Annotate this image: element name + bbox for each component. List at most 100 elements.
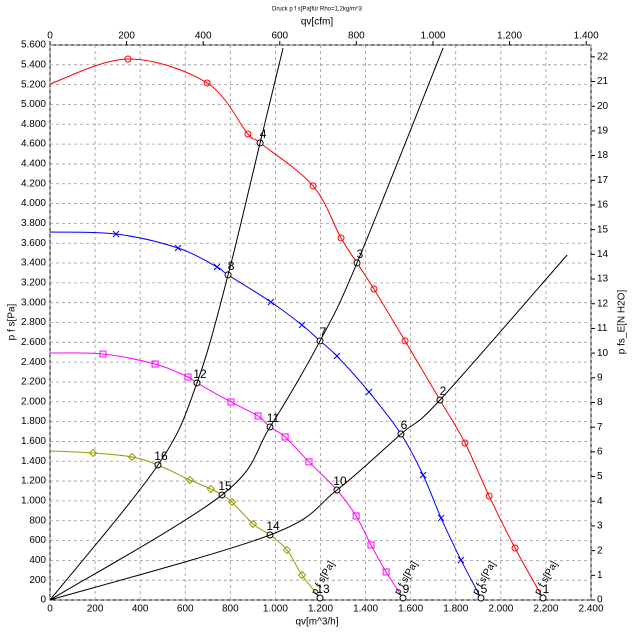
marker (437, 514, 445, 522)
y2-tick-label: 11 (597, 323, 608, 334)
y-tick-label: 1.800 (21, 416, 46, 427)
marker (99, 350, 107, 358)
y2-tick-label: 13 (597, 274, 609, 285)
x-tick-label: 800 (222, 604, 239, 615)
y2-tick-label: 12 (597, 298, 609, 309)
y2-tick-label: 0 (597, 595, 603, 606)
marker (227, 398, 235, 406)
x-axis-label: qv[m^3/h] (295, 617, 338, 628)
x2-tick-label: 1.200 (497, 31, 522, 42)
marker (227, 497, 237, 507)
series-line (49, 47, 444, 601)
y-tick-label: 3.200 (21, 277, 46, 288)
x2-tick-label: 200 (118, 31, 135, 42)
y2-tick-label: 9 (597, 372, 603, 383)
marker (401, 337, 409, 345)
marker (184, 373, 192, 381)
y-tick-label: 5.400 (21, 59, 46, 70)
x-tick-label: 1.600 (398, 604, 423, 615)
y-tick-label: 4.400 (21, 159, 46, 170)
y2-tick-label: 3 (597, 521, 603, 532)
x-tick-label: 1.000 (263, 604, 288, 615)
y-axis-label: p f s[Pa] (7, 303, 18, 340)
marker (206, 484, 216, 494)
operating-point-label: 1 (543, 582, 550, 596)
y-tick-label: 1.400 (21, 456, 46, 467)
y2-tick-label: 20 (597, 101, 609, 112)
y2-tick-label: 14 (597, 249, 609, 260)
marker (88, 448, 98, 458)
y-tick-label: 2.400 (21, 357, 46, 368)
y-tick-label: 400 (29, 555, 46, 566)
marker (174, 244, 182, 252)
x2-tick-label: 1.400 (574, 31, 599, 42)
operating-point (477, 594, 485, 602)
y2-tick-label: 8 (597, 397, 603, 408)
y2-axis-label: p fs_E[N H2O] (617, 290, 628, 355)
y-tick-label: 2.600 (21, 337, 46, 348)
y2-tick-label: 4 (597, 496, 603, 507)
marker (305, 458, 313, 466)
x-tick-label: 1.400 (353, 604, 378, 615)
marker (267, 298, 275, 306)
y-tick-label: 0 (40, 595, 46, 606)
y-tick-label: 4.200 (21, 178, 46, 189)
marker (352, 512, 360, 520)
operating-point (399, 594, 407, 602)
y-tick-label: 200 (29, 575, 46, 586)
x-tick-label: 200 (87, 604, 104, 615)
y-tick-label: 3.400 (21, 258, 46, 269)
y-tick-label: 3.800 (21, 218, 46, 229)
marker (365, 388, 373, 396)
marker (511, 544, 519, 552)
operating-point-label: 2 (440, 384, 447, 398)
y-tick-label: 4.600 (21, 139, 46, 150)
x-tick-label: 2.000 (488, 604, 513, 615)
y2-tick-label: 21 (597, 76, 609, 87)
x2-tick-label: 600 (271, 31, 288, 42)
y-tick-label: 600 (29, 535, 46, 546)
y-tick-label: 2.200 (21, 377, 46, 388)
y2-tick-label: 19 (597, 126, 609, 137)
marker (248, 519, 258, 529)
series-line (49, 58, 544, 599)
marker (382, 568, 390, 576)
y2-tick-label: 5 (597, 471, 603, 482)
y-tick-label: 1.600 (21, 436, 46, 447)
x-tick-label: 2.200 (533, 604, 558, 615)
marker (297, 570, 307, 580)
marker (485, 492, 493, 500)
marker (213, 263, 221, 271)
marker (309, 182, 317, 190)
marker (244, 130, 252, 138)
operating-point-label: 11 (267, 411, 280, 425)
y2-tick-label: 7 (597, 422, 603, 433)
x-tick-label: 0 (47, 604, 53, 615)
x-tick-label: 1.800 (443, 604, 468, 615)
marker (151, 360, 159, 368)
operating-point-label: 4 (260, 127, 267, 141)
marker (333, 352, 341, 360)
marker (185, 475, 195, 485)
y-tick-label: 1.200 (21, 476, 46, 487)
x-tick-label: 600 (177, 604, 194, 615)
x-tick-label: 2.400 (578, 604, 603, 615)
x2-axis-label: qv[cfm] (301, 17, 333, 28)
y2-tick-label: 16 (597, 200, 609, 211)
marker (457, 556, 465, 564)
y-tick-label: 3.000 (21, 297, 46, 308)
series-line (49, 352, 404, 599)
x2-tick-label: 400 (195, 31, 212, 42)
marker (461, 439, 469, 447)
operating-point-label: 13 (316, 582, 330, 596)
marker (298, 321, 306, 329)
operating-point-label: 8 (228, 259, 235, 273)
y-tick-label: 3.600 (21, 238, 46, 249)
y-tick-label: 1.000 (21, 496, 46, 507)
x2-tick-label: 800 (348, 31, 365, 42)
y2-tick-label: 1 (597, 570, 603, 581)
x-tick-label: 1.200 (308, 604, 333, 615)
y-tick-label: 800 (29, 515, 46, 526)
operating-point-label: 9 (403, 582, 410, 596)
